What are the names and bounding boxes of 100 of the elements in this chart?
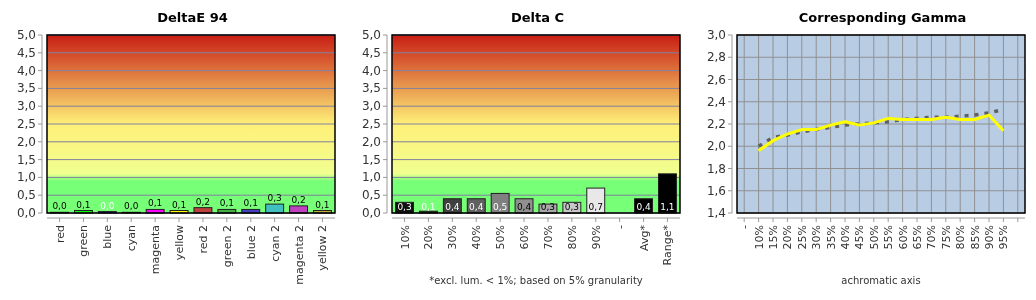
x-tick-label: 85% <box>968 225 982 250</box>
x-tick-label: 40% <box>839 225 852 250</box>
y-tick-label: 2,6 <box>706 72 726 87</box>
chart-title: Corresponding Gamma <box>798 10 967 25</box>
y-tick-label: 5,0 <box>361 28 381 42</box>
x-tick-label: 55% <box>882 225 896 250</box>
y-tick-label: 5,0 <box>16 28 36 42</box>
x-tick-label: yellow 2 <box>316 225 330 271</box>
y-tick-label: 2,4 <box>706 94 726 109</box>
x-tick-label: 30% <box>446 225 460 250</box>
y-tick-label: 2,2 <box>706 117 726 131</box>
y-tick-label: 4,0 <box>16 63 36 78</box>
y-tick-label: 1,0 <box>16 170 36 185</box>
x-tick-label: 40% <box>470 225 484 250</box>
x-tick-label: 10% <box>752 225 766 250</box>
data-label: 0,4 <box>445 202 460 212</box>
y-tick-label: 0,0 <box>16 206 36 220</box>
x-tick-label: 70% <box>541 225 555 250</box>
x-tick-label: 80% <box>954 225 968 250</box>
y-tick-label: 4,0 <box>361 63 381 78</box>
y-tick-label: 2,8 <box>706 50 726 65</box>
y-tick-label: 0,5 <box>361 188 381 203</box>
x-axis-title: achromatic axis <box>841 275 921 286</box>
data-label: 0,4 <box>516 202 532 212</box>
data-label: 0,1 <box>219 198 235 209</box>
x-tick-label: - <box>613 224 627 229</box>
x-tick-label: blue 2 <box>244 225 258 260</box>
data-label: 0,3 <box>267 193 282 204</box>
x-tick-label: 95% <box>997 225 1011 250</box>
y-tick-label: 1,5 <box>361 152 381 167</box>
data-label: 0,1 <box>76 199 91 210</box>
x-tick-label: red <box>53 225 67 244</box>
x-tick-label: 45% <box>853 225 867 250</box>
x-tick-label: blue <box>101 224 115 249</box>
x-tick-label: Avg* <box>637 224 651 251</box>
data-label: 0,1 <box>315 199 330 210</box>
x-tick-label: 20% <box>781 225 795 250</box>
data-label: 0,2 <box>195 196 211 207</box>
y-tick-label: 3,0 <box>16 99 36 114</box>
data-label: 0,3 <box>397 202 412 212</box>
data-label: 0,1 <box>243 198 258 209</box>
y-tick-label: 2,0 <box>16 134 36 149</box>
x-tick-label: cyan 2 <box>268 225 282 262</box>
y-tick-label: 2,5 <box>361 117 381 131</box>
data-label: 0,4 <box>636 202 651 212</box>
y-tick-label: 0,0 <box>361 206 381 220</box>
x-tick-label: red 2 <box>196 225 210 254</box>
x-tick-label: 90% <box>589 225 603 250</box>
y-tick-label: 1,4 <box>706 206 726 220</box>
y-tick-label: 2,0 <box>706 139 726 154</box>
x-axis-title: *excl. lum. < 1%; based on 5% granularity <box>429 275 643 286</box>
x-tick-label: 50% <box>867 225 881 250</box>
x-tick-label: green 2 <box>220 225 234 268</box>
x-tick-label: green <box>77 224 91 257</box>
x-tick-label: magenta 2 <box>292 225 306 285</box>
x-tick-label: 70% <box>925 225 939 250</box>
x-tick-label: 60% <box>896 225 910 250</box>
x-tick-label: Range* <box>661 224 675 266</box>
y-tick-label: 4,5 <box>16 45 36 60</box>
x-tick-label: - <box>738 224 752 229</box>
x-tick-label: 25% <box>795 225 809 250</box>
x-tick-label: 60% <box>518 225 532 250</box>
x-tick-label: 90% <box>983 225 996 250</box>
y-tick-label: 3,5 <box>361 81 381 96</box>
x-tick-label: 10% <box>398 225 412 250</box>
data-label: 0,4 <box>469 202 484 212</box>
y-tick-label: 4,5 <box>361 45 381 60</box>
x-tick-label: 80% <box>565 225 579 250</box>
y-tick-label: 2,5 <box>16 117 36 131</box>
data-label: 0,1 <box>171 199 187 210</box>
data-label: 0,3 <box>564 202 580 212</box>
x-tick-label: 65% <box>911 225 924 250</box>
x-tick-label: 30% <box>810 225 824 250</box>
data-label: 0,0 <box>52 201 67 212</box>
y-tick-label: 3,0 <box>706 28 726 42</box>
y-tick-label: 1,5 <box>16 152 36 167</box>
data-label: 0,3 <box>540 202 556 212</box>
x-tick-label: 20% <box>422 225 436 250</box>
x-tick-label: yellow <box>173 225 187 261</box>
y-tick-label: 2,0 <box>361 134 381 149</box>
y-tick-label: 1,6 <box>706 183 726 198</box>
x-tick-label: magenta <box>149 225 163 275</box>
y-tick-label: 0,5 <box>16 188 36 203</box>
x-tick-label: 15% <box>767 225 780 250</box>
data-label: 0,7 <box>588 202 603 212</box>
y-tick-label: 1,8 <box>706 161 726 176</box>
x-tick-label: 75% <box>939 225 953 250</box>
y-tick-label: 3,0 <box>361 99 381 114</box>
data-label: 0,5 <box>492 202 508 212</box>
data-label: 0,0 <box>124 201 139 212</box>
data-label: 0,1 <box>147 198 163 209</box>
data-label: 0,1 <box>421 202 436 212</box>
data-label: 1,1 <box>660 202 675 212</box>
data-label: 0,2 <box>291 194 306 205</box>
y-tick-label: 3,5 <box>16 81 36 96</box>
x-tick-label: 50% <box>494 225 508 250</box>
x-tick-label: 35% <box>824 225 838 250</box>
chart-title: DeltaE 94 <box>157 10 228 25</box>
y-tick-label: 1,0 <box>361 170 381 185</box>
x-tick-label: cyan <box>125 224 139 252</box>
